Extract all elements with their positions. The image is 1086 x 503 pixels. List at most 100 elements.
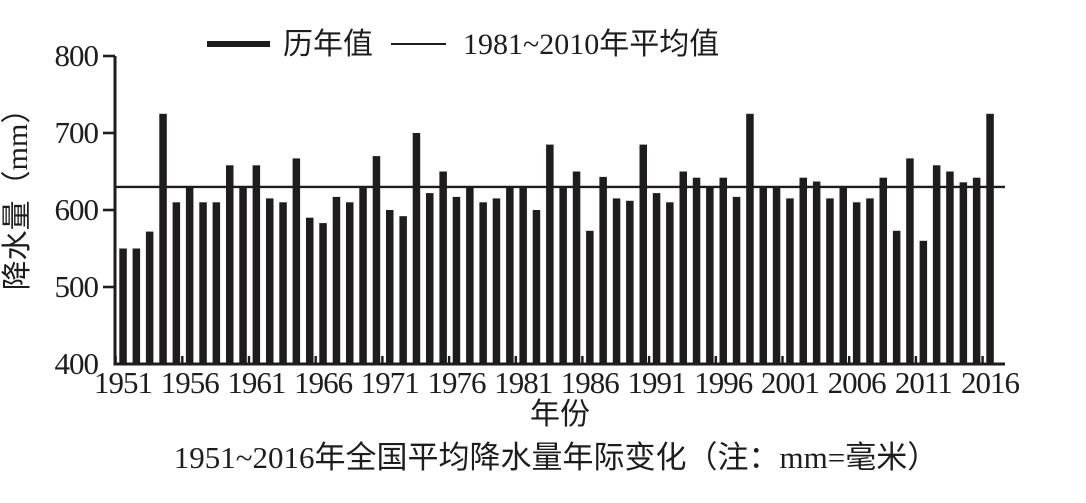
bar-1966 [319, 223, 327, 364]
bar-1965 [306, 217, 314, 364]
bar-1968 [346, 202, 354, 364]
x-tick-label-2001: 2001 [761, 365, 819, 400]
bar-1997 [732, 196, 741, 364]
x-tick-label-1961: 1961 [227, 365, 285, 400]
x-tick-label-1966: 1966 [294, 365, 353, 400]
bar-1999 [759, 186, 767, 364]
bar-2001 [786, 198, 794, 364]
x-tick-label-1996: 1996 [694, 365, 753, 400]
y-axis-title: 降水量（mm） [1, 94, 34, 291]
bar-1981 [519, 186, 527, 364]
bar-1991 [652, 193, 661, 364]
bar-2008 [879, 177, 887, 364]
bar-1998 [746, 113, 754, 365]
bar-2013 [946, 171, 954, 364]
bar-2004 [826, 198, 834, 364]
x-tick-1971 [381, 356, 384, 364]
legend-label-average-value: 1981~2010年平均值 [463, 28, 719, 61]
bar-1958 [212, 202, 221, 364]
bar-1961 [252, 165, 261, 364]
y-tick-label-800: 800 [55, 38, 99, 73]
x-tick-1991 [647, 356, 651, 364]
x-tick-2001 [781, 356, 784, 364]
bar-2009 [892, 230, 901, 364]
bar-1972 [399, 216, 407, 364]
x-tick-2011 [914, 356, 918, 364]
x-tick-label-2016: 2016 [961, 365, 1020, 400]
bar-1964 [292, 158, 301, 364]
y-tick-label-700: 700 [55, 115, 99, 150]
bar-2014 [959, 182, 968, 364]
bar-1992 [666, 202, 674, 364]
bar-1951 [119, 248, 127, 364]
bar-1962 [266, 198, 274, 364]
bar-1974 [426, 193, 434, 364]
legend-label-annual-value: 历年值 [283, 28, 373, 61]
bar-1983 [546, 144, 554, 364]
bar-1984 [559, 186, 567, 364]
bar-1988 [612, 198, 621, 364]
bar-1970 [372, 156, 381, 364]
bar-1978 [479, 202, 487, 364]
bar-1953 [145, 231, 154, 364]
bar-2007 [866, 198, 874, 364]
bar-1975 [439, 171, 447, 364]
legend: 历年值 1981~2010年平均值 [207, 28, 719, 61]
y-tick-label-400: 400 [55, 346, 99, 381]
x-tick-label-1971: 1971 [361, 365, 419, 400]
bar-1993 [679, 171, 687, 364]
bar-2012 [932, 165, 941, 364]
bar-1969 [359, 186, 367, 364]
x-tick-1996 [714, 356, 717, 364]
x-tick-1966 [314, 356, 317, 364]
x-tick-2006 [848, 356, 851, 364]
x-tick-label-2011: 2011 [895, 365, 952, 400]
bar-1985 [572, 171, 581, 364]
bar-1957 [199, 202, 207, 364]
bar-1954 [159, 113, 167, 365]
bar-1955 [172, 202, 181, 364]
y-tick-label-500: 500 [55, 269, 99, 304]
bar-1977 [466, 186, 474, 364]
bar-2011 [919, 240, 928, 364]
bar-1994 [692, 177, 701, 364]
bar-1980 [506, 186, 514, 364]
bar-1982 [532, 210, 541, 364]
x-axis-title: 年份 [530, 398, 590, 431]
x-tick-1961 [247, 356, 251, 364]
bar-2003 [812, 181, 821, 364]
bar-2006 [852, 202, 861, 364]
bar-2005 [839, 186, 847, 364]
bar-1967 [332, 196, 341, 364]
bar-1979 [492, 198, 501, 364]
x-tick-label-1976: 1976 [428, 365, 487, 400]
x-tick-1981 [514, 356, 517, 364]
x-tick-label-1951: 1951 [94, 365, 152, 400]
bar-1959 [226, 165, 234, 364]
bar-2000 [772, 186, 781, 364]
x-tick-1956 [181, 356, 184, 364]
x-tick-label-1986: 1986 [561, 365, 620, 400]
bar-1952 [132, 248, 141, 364]
bar-1989 [626, 200, 634, 364]
bar-2002 [799, 177, 807, 364]
x-tick-label-1991: 1991 [628, 365, 686, 400]
x-tick-1976 [447, 356, 451, 364]
bar-2015 [972, 177, 981, 364]
bar-1996 [719, 177, 727, 364]
bar-1986 [586, 230, 594, 364]
bar-1976 [452, 196, 461, 364]
bar-1963 [279, 202, 287, 364]
x-tick-label-1956: 1956 [161, 365, 220, 400]
bar-1973 [412, 133, 421, 364]
x-tick-2016 [981, 356, 984, 364]
x-tick-1986 [581, 356, 584, 364]
bar-1990 [639, 144, 647, 364]
chart-caption: 1951~2016年全国平均降水量年际变化（注：mm=毫米） [174, 440, 938, 475]
bar-1956 [185, 186, 194, 364]
x-tick-1951 [114, 356, 117, 364]
bar-1971 [386, 210, 394, 364]
